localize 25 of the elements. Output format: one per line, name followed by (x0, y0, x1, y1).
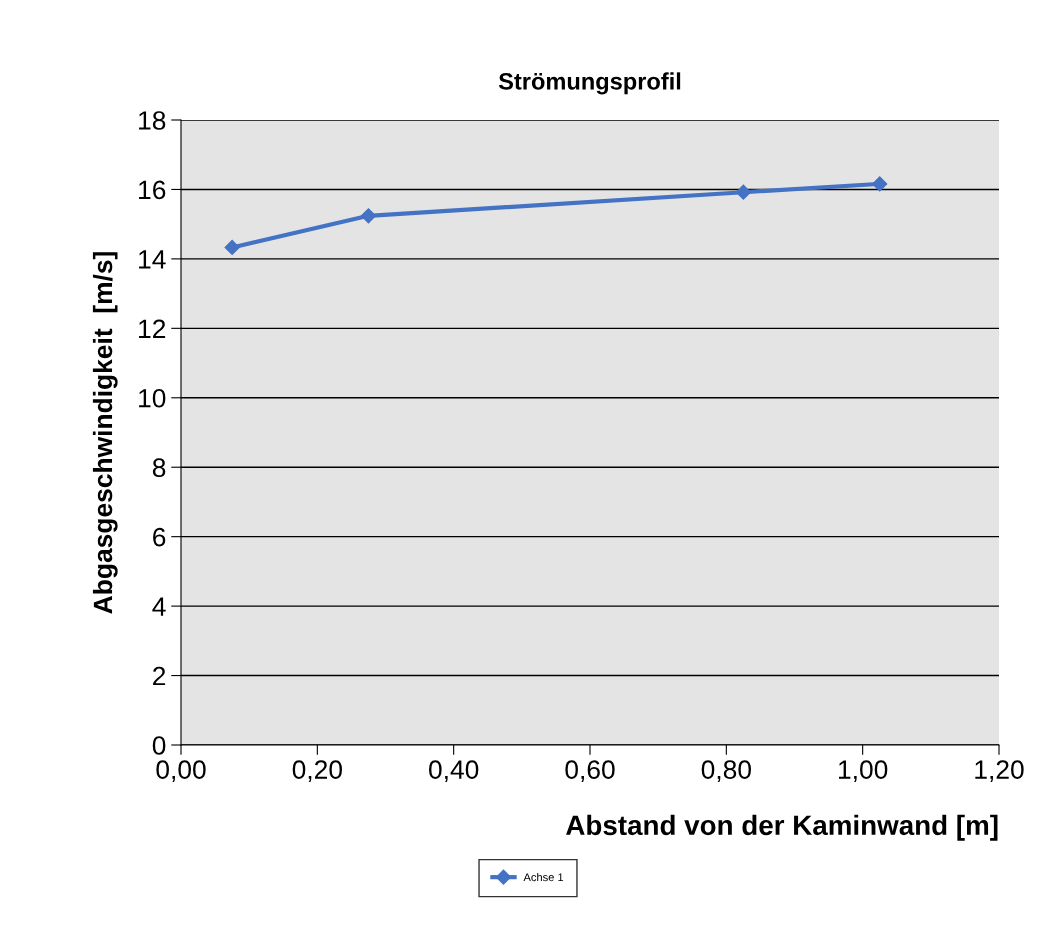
legend-label: Achse 1 (523, 872, 564, 882)
y-tick-label: 12 (139, 319, 166, 338)
y-tick-label: 0 (152, 736, 166, 755)
y-tick-label: 8 (152, 458, 166, 478)
y-tick-label: 6 (153, 527, 166, 547)
y-tick-label: 14 (139, 250, 166, 269)
point (360, 208, 377, 224)
x-tick-label: 0,60 (565, 760, 615, 783)
point (224, 239, 240, 256)
y-axis-title: Abgasgeschwindigkeit [m/s] (92, 252, 118, 614)
x-tick-label: 0,00 (156, 760, 206, 783)
x-tick-label: 1,20 (975, 760, 1024, 783)
x-tick-label: 0,80 (701, 760, 751, 783)
y-tick-label: 2 (153, 666, 166, 686)
y-tick-label: 18 (139, 111, 166, 130)
x-tick-label: 0,40 (429, 760, 479, 783)
point (872, 176, 888, 192)
point (735, 184, 751, 200)
y-tick-label: 16 (139, 180, 166, 200)
y-tick-label: 10 (139, 388, 166, 408)
x-tick-label: 0,20 (292, 760, 342, 783)
y-tick-label: 4 (152, 597, 166, 616)
chart-title: Strömungsprofil (498, 72, 681, 95)
x-tick-label: 1,00 (839, 760, 888, 783)
x-axis-title: Abstand von der Kaminwand [m] (566, 814, 998, 841)
